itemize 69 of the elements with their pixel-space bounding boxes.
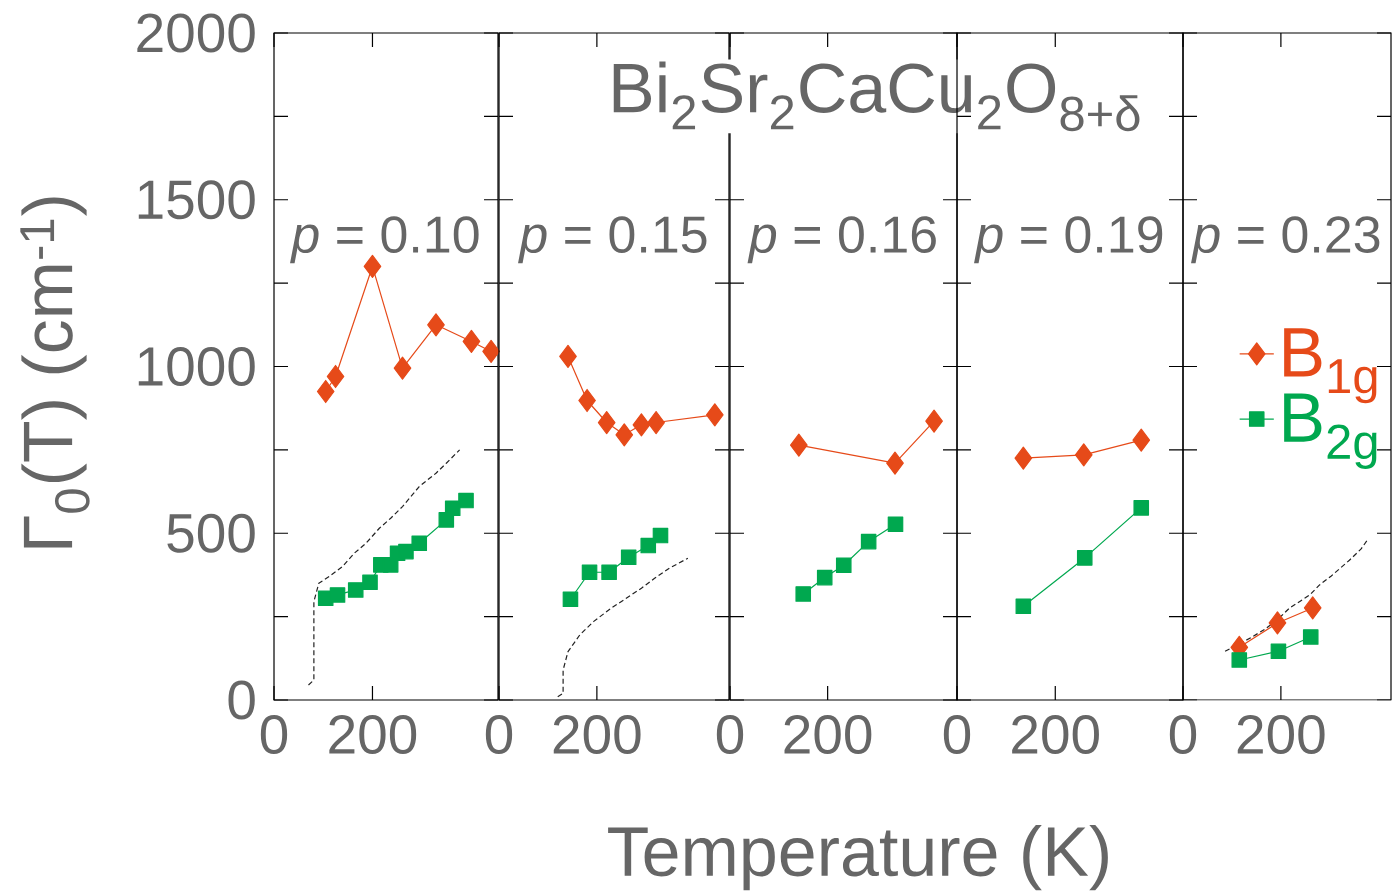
x-tick-label: 0 [1169, 715, 1197, 754]
y-tick-label: 1500 [138, 180, 255, 220]
point [860, 533, 877, 550]
point [1014, 446, 1033, 470]
point [444, 500, 461, 517]
point [647, 410, 665, 435]
point [640, 537, 657, 554]
x-tick-label: 200 [553, 715, 641, 754]
x-tick-label: 200 [329, 715, 417, 754]
point [1015, 598, 1032, 615]
point [462, 329, 481, 354]
point [597, 410, 616, 435]
x-tick-label: 0 [260, 715, 288, 754]
point [1132, 428, 1151, 452]
point [562, 591, 579, 608]
point [362, 574, 378, 591]
point [886, 451, 904, 475]
x-tick-label: 0 [716, 715, 744, 754]
point [398, 543, 414, 560]
point [329, 587, 346, 603]
point [363, 254, 382, 279]
point [1268, 611, 1287, 635]
point [705, 403, 724, 427]
point [427, 313, 445, 337]
point [620, 549, 637, 566]
annotation: p = 0.15 [518, 216, 707, 264]
point [601, 564, 617, 581]
point [632, 413, 651, 437]
y-tick-label: 1000 [138, 347, 255, 386]
point [1133, 500, 1150, 516]
point [789, 433, 808, 457]
point [578, 388, 596, 413]
x-tick-label: 200 [1012, 715, 1099, 754]
point [458, 492, 474, 509]
point [1231, 652, 1248, 668]
x-tick-label: 200 [1237, 715, 1325, 754]
point [1076, 550, 1093, 566]
x-tick-label: 200 [784, 715, 872, 754]
point [411, 535, 428, 552]
point [581, 564, 598, 581]
y-tick-label: 0 [228, 680, 255, 720]
point [925, 409, 943, 433]
point [316, 379, 335, 404]
y-axis-title: Γ$_{0}$(T) (cm$^{-1}$) [20, 197, 90, 548]
point [347, 582, 364, 598]
annotation: p = 0.23 [1191, 216, 1380, 264]
point [887, 516, 904, 533]
point [1302, 629, 1319, 645]
y-tick-label: 500 [167, 513, 255, 553]
point [816, 569, 833, 586]
x-tick-label: 0 [943, 715, 971, 754]
point [326, 364, 345, 389]
x-tick-label: 0 [485, 715, 513, 754]
point [1074, 443, 1093, 467]
annotation: p = 0.19 [974, 216, 1163, 264]
point [652, 527, 669, 544]
annotation: p = 0.16 [747, 216, 936, 264]
annotation: p = 0.10 [290, 216, 479, 264]
y-tick-label: 2000 [137, 13, 255, 53]
point [393, 356, 412, 380]
point [795, 586, 812, 602]
line-series [307, 449, 461, 686]
point [835, 557, 852, 574]
point [615, 423, 634, 447]
point [482, 339, 500, 364]
point [1303, 596, 1322, 620]
point [559, 344, 577, 369]
point [1270, 643, 1287, 660]
x-axis-title: Temperature (K) [608, 825, 1108, 891]
